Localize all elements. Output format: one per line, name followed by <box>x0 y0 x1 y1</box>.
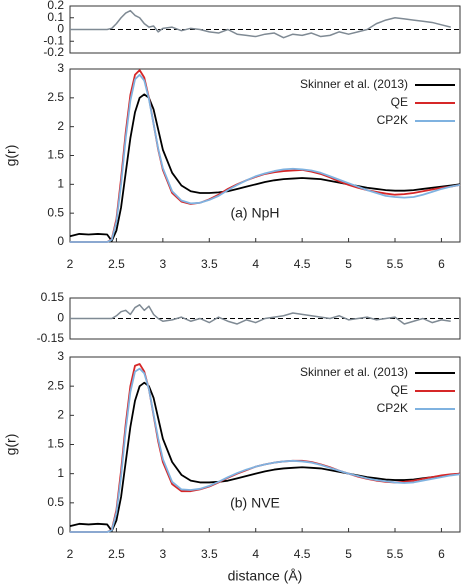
y-tick-label: 0.5 <box>47 205 64 219</box>
x-tick-label: 2 <box>67 547 74 561</box>
y-tick-label: 1.5 <box>47 148 64 162</box>
annotation: (b) NVE <box>230 495 280 511</box>
y-tick-label: -0.1 <box>43 33 64 47</box>
legend-label: QE <box>391 383 408 397</box>
y-tick-label: 2 <box>57 119 64 133</box>
y-tick-label: 3 <box>57 349 64 363</box>
y-tick-label: 3 <box>57 61 64 75</box>
legend-label: QE <box>391 95 408 109</box>
y-tick-label: 0 <box>57 311 64 325</box>
data-line <box>70 73 461 243</box>
x-axis-label: distance (Å) <box>228 568 303 584</box>
x-tick-label: 3.5 <box>201 257 218 271</box>
x-tick-label: 6 <box>438 257 445 271</box>
y-tick-label: 0.1 <box>47 10 64 24</box>
y-tick-label: 1 <box>57 177 64 191</box>
x-tick-label: 4 <box>252 257 259 271</box>
data-line <box>70 304 451 325</box>
data-line <box>70 9 451 39</box>
y-axis-label: g(r) <box>3 145 19 167</box>
y-tick-label: 0 <box>57 524 64 538</box>
y-tick-label: 0.15 <box>41 290 65 304</box>
x-tick-label: 3 <box>160 547 167 561</box>
x-tick-label: 5 <box>345 257 352 271</box>
legend-label: Skinner et al. (2013) <box>300 77 408 91</box>
x-tick-label: 4.5 <box>294 547 311 561</box>
data-line <box>70 367 461 533</box>
x-tick-label: 3.5 <box>201 547 218 561</box>
x-tick-label: 2 <box>67 257 74 271</box>
x-tick-label: 4.5 <box>294 257 311 271</box>
y-tick-label: 0 <box>57 22 64 36</box>
x-tick-label: 5 <box>345 547 352 561</box>
y-tick-label: 0.5 <box>47 495 64 509</box>
x-tick-label: 5.5 <box>387 257 404 271</box>
y-axis-label: g(r) <box>3 434 19 456</box>
data-line <box>69 381 461 532</box>
y-tick-label: 0.2 <box>47 0 64 12</box>
y-tick-label: 1.5 <box>47 437 64 451</box>
x-tick-label: 6 <box>438 547 445 561</box>
legend-label: CP2K <box>377 401 408 415</box>
x-tick-label: 4 <box>252 547 259 561</box>
x-tick-label: 2.5 <box>108 547 125 561</box>
y-tick-label: 1 <box>57 466 64 480</box>
y-tick-label: -0.2 <box>43 45 64 59</box>
y-tick-label: 2.5 <box>47 378 64 392</box>
y-tick-label: -0.15 <box>37 331 65 345</box>
x-tick-label: 2.5 <box>108 257 125 271</box>
y-tick-label: 2 <box>57 408 64 422</box>
y-tick-label: 0 <box>57 234 64 248</box>
annotation: (a) NpH <box>230 205 279 221</box>
x-tick-label: 5.5 <box>387 547 404 561</box>
legend-label: CP2K <box>377 113 408 127</box>
y-tick-label: 2.5 <box>47 90 64 104</box>
data-line <box>69 93 461 242</box>
legend-label: Skinner et al. (2013) <box>300 365 408 379</box>
x-tick-label: 3 <box>160 257 167 271</box>
